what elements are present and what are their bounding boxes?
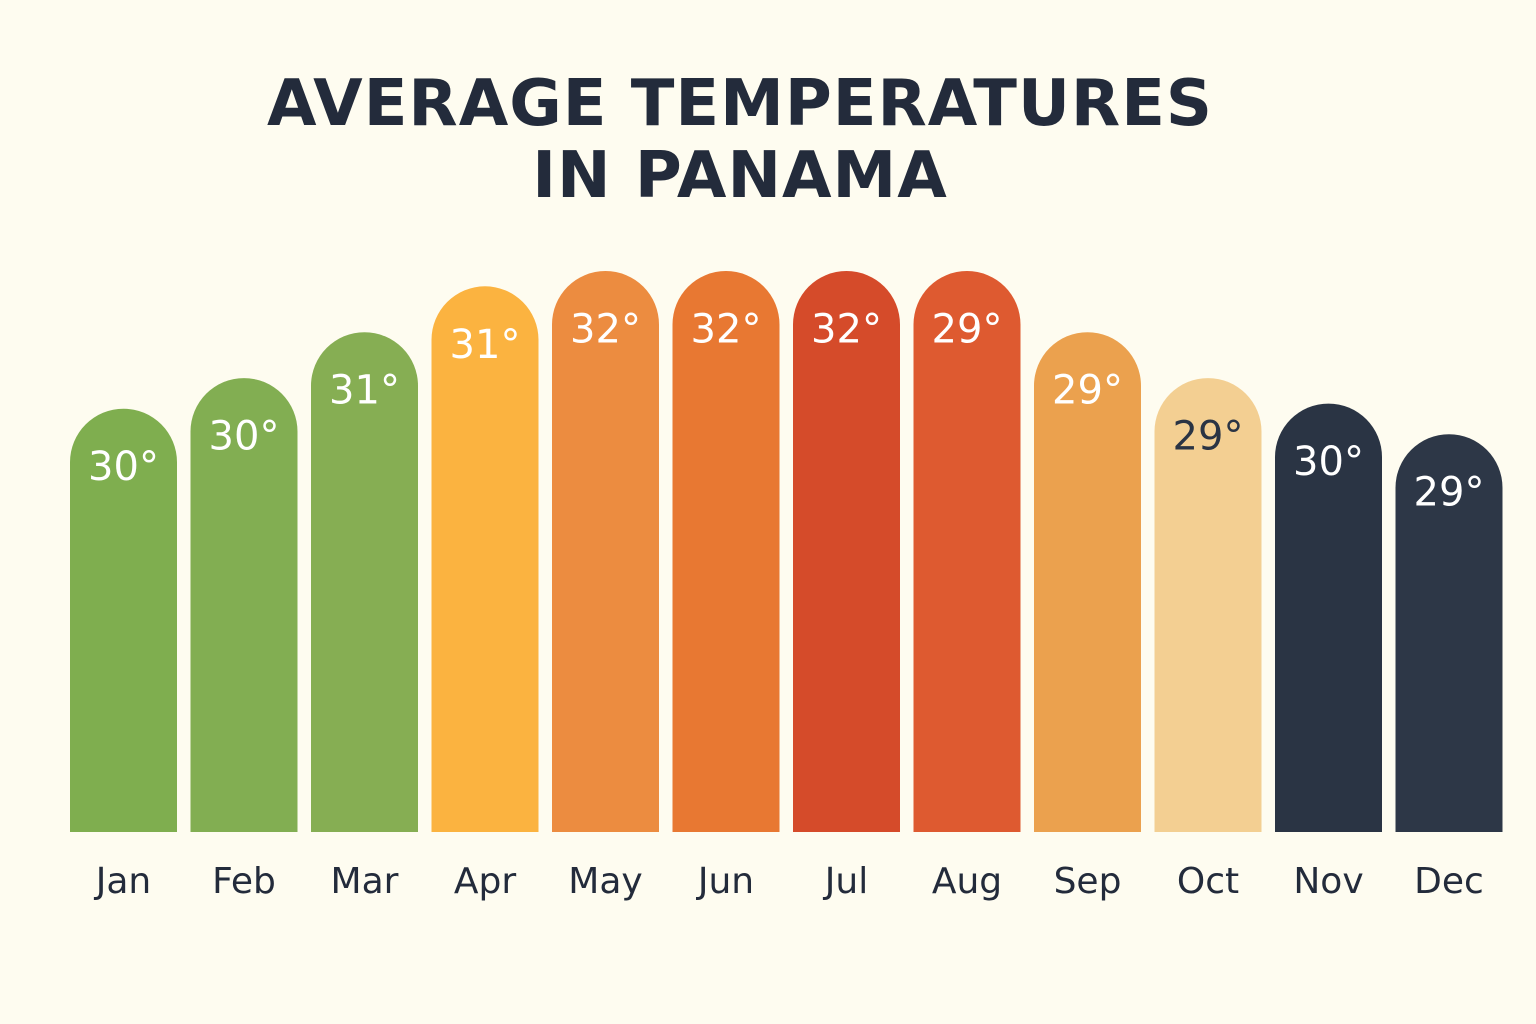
category-label-mar: Mar: [331, 861, 399, 902]
bar-jul: [793, 270, 900, 832]
category-label-dec: Dec: [1414, 861, 1484, 902]
value-label-feb: 30°: [209, 414, 280, 460]
category-label-may: May: [568, 861, 642, 902]
category-label-nov: Nov: [1293, 861, 1363, 902]
bar-sep: [1034, 332, 1141, 832]
bar-feb: [190, 378, 298, 832]
bars-group: [70, 270, 1503, 833]
value-label-mar: 31°: [329, 368, 400, 414]
category-label-jan: Jan: [94, 861, 152, 902]
value-labels-group: 30° 30° 31° 31° 32° 32° 32° 29° 29° 29° 30° 29°: [88, 307, 1484, 516]
bar-jun: [672, 270, 780, 832]
category-label-sep: Sep: [1054, 861, 1122, 902]
value-label-dec: 29°: [1414, 470, 1485, 516]
value-label-apr: 31°: [450, 322, 521, 368]
value-label-may: 32°: [570, 307, 641, 353]
bar-dec: [1395, 434, 1503, 832]
bar-nov: [1275, 403, 1382, 832]
value-label-jul: 32°: [811, 307, 882, 353]
bar-apr: [431, 286, 539, 833]
bar-oct: [1154, 378, 1262, 832]
bar-mar: [311, 332, 418, 832]
value-label-sep: 29°: [1052, 368, 1123, 414]
bar-jan: [70, 408, 177, 832]
chart-title: AVERAGE TEMPERATURES IN PANAMA: [266, 67, 1214, 213]
value-label-aug: 29°: [932, 307, 1003, 353]
bar-may: [552, 270, 659, 832]
value-label-oct: 29°: [1173, 414, 1244, 460]
value-label-jan: 30°: [88, 444, 159, 490]
category-label-jul: Jul: [823, 861, 868, 902]
category-label-feb: Feb: [212, 861, 276, 902]
bar-aug: [913, 270, 1021, 832]
category-label-jun: Jun: [696, 861, 754, 902]
value-label-nov: 30°: [1293, 439, 1364, 485]
value-label-jun: 32°: [691, 307, 762, 353]
category-label-oct: Oct: [1177, 861, 1239, 902]
category-label-apr: Apr: [454, 861, 516, 902]
month-labels-group: Jan Feb Mar Apr May Jun Jul Aug Sep Oct Nov Dec: [94, 861, 1484, 902]
category-label-aug: Aug: [932, 861, 1002, 902]
